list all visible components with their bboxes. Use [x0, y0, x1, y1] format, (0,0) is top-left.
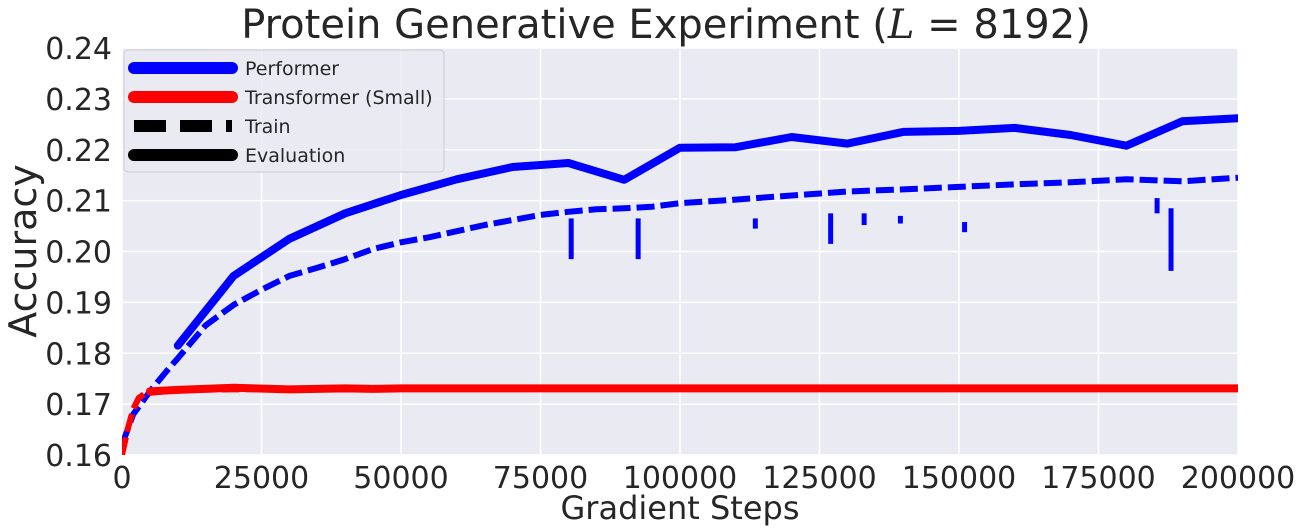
y-tick-label: 0.17	[45, 388, 112, 423]
y-tick-label: 0.24	[45, 32, 112, 67]
x-tick-label: 150000	[902, 461, 1017, 496]
x-tick-label: 25000	[214, 461, 309, 496]
y-tick-label: 0.16	[45, 439, 112, 474]
chart-title-value: 8192	[973, 2, 1075, 48]
legend-label: Evaluation	[245, 145, 345, 167]
x-tick-label: 175000	[1041, 461, 1156, 496]
chart-title: Protein Generative Experiment (L = 8192)	[241, 2, 1091, 48]
legend: Performer Transformer (Small) Train Evaluat…	[123, 49, 445, 173]
chart-title-variable: L	[887, 2, 915, 48]
x-tick-label: 0	[112, 461, 131, 496]
x-tick-labels: 0 25000 50000 75000 100000 125000 150000 175000…	[112, 461, 1295, 496]
y-tick-label: 0.20	[45, 236, 112, 271]
series-group	[122, 114, 1238, 455]
series-line-performer-evaluation	[173, 114, 1238, 350]
series-line-performer-train	[122, 174, 1238, 446]
legend-label: Train	[244, 116, 291, 138]
y-tick-label: 0.22	[45, 134, 112, 169]
chart-title-suffix: )	[1075, 2, 1091, 48]
x-axis-label: Gradient Steps	[561, 489, 800, 527]
x-tick-label: 50000	[353, 461, 448, 496]
series-line-transformer-small-train	[122, 385, 390, 455]
chart-title-prefix: Protein Generative Experiment (	[241, 2, 888, 48]
x-tick-label: 200000	[1181, 461, 1296, 496]
x-tick-label: 125000	[762, 461, 877, 496]
legend-label: Performer	[245, 58, 339, 80]
legend-label: Transformer (Small)	[244, 87, 433, 109]
y-axis-label: Accuracy	[1, 164, 45, 338]
x-tick-label: 75000	[493, 461, 588, 496]
y-tick-label: 0.19	[45, 286, 112, 321]
y-tick-label: 0.23	[45, 83, 112, 118]
chart-title-equals: =	[914, 2, 973, 48]
y-tick-labels: 0.16 0.17 0.18 0.19 0.20 0.21 0.22 0.23 0.24	[45, 32, 112, 474]
legend-box	[123, 49, 445, 173]
series-line-transformer-small-evaluation	[145, 383, 1238, 396]
y-tick-label: 0.21	[45, 185, 112, 220]
x-tick-label: 100000	[623, 461, 738, 496]
y-tick-label: 0.18	[45, 337, 112, 372]
